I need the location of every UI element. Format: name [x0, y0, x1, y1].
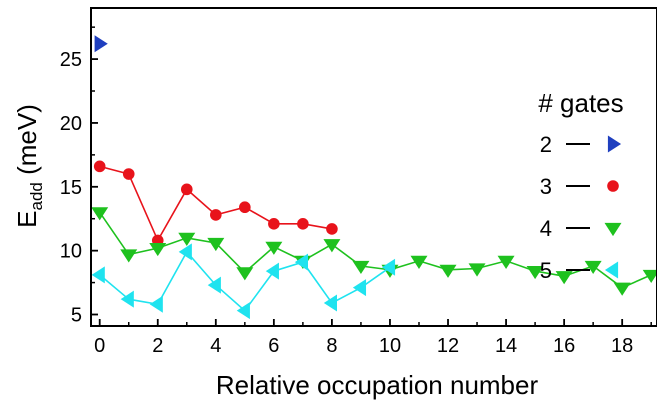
series-4-point-5 — [236, 267, 254, 281]
x-tick-label-10: 10 — [379, 335, 401, 357]
series-4-point-2 — [149, 242, 167, 257]
series-4-point-19 — [642, 269, 657, 283]
series-3-point-5 — [239, 201, 251, 214]
x-axis-title: Relative occupation number — [216, 370, 539, 400]
series-3-point-8 — [326, 223, 338, 235]
y-axis-title-unit: (meV) — [12, 104, 42, 182]
y-tick-label-5: 5 — [71, 305, 82, 327]
legend-marker-2 — [607, 135, 622, 153]
y-tick-label-10: 10 — [60, 241, 82, 263]
series-2-group — [94, 35, 108, 53]
series-5-point-0 — [91, 266, 105, 284]
series-5-point-9 — [352, 279, 367, 297]
series-4-point-12 — [439, 264, 457, 278]
series-3-point-7 — [297, 218, 309, 230]
x-tick-label-6: 6 — [268, 335, 279, 357]
plot-layer — [91, 35, 657, 320]
series-4-point-16 — [555, 271, 573, 285]
legend-marker-3 — [607, 180, 619, 192]
series-5-point-4 — [207, 276, 221, 294]
x-tick-label-0: 0 — [94, 335, 105, 357]
y-tick-label-20: 20 — [60, 113, 82, 135]
series-5-point-10 — [381, 258, 396, 276]
series-3-group — [93, 160, 338, 247]
legend-title: # gates — [538, 88, 623, 118]
series-5-group — [91, 243, 396, 320]
series-2-point-0 — [94, 35, 108, 53]
x-tick-label-4: 4 — [210, 335, 221, 357]
plot-frame — [90, 7, 657, 327]
series-3-point-3 — [180, 183, 193, 196]
x-tick-label-16: 16 — [553, 335, 575, 357]
series-5-point-3 — [178, 243, 192, 261]
series-3-point-4 — [210, 209, 222, 221]
y-tick-label-25: 25 — [60, 49, 82, 71]
legend-label-2: 2 — [540, 132, 552, 157]
series-4-point-6 — [265, 241, 283, 255]
y-axis-title-subscript: add — [27, 182, 46, 210]
series-5-point-7 — [294, 253, 308, 271]
legend-marker-4 — [604, 222, 622, 237]
x-tick-label-14: 14 — [495, 335, 517, 357]
legend-label-4: 4 — [540, 216, 552, 241]
legend-label-5: 5 — [540, 258, 552, 283]
series-3-point-6 — [268, 218, 280, 230]
series-4-point-17 — [584, 260, 602, 275]
series-5-line — [99, 250, 391, 312]
y-tick-label-15: 15 — [60, 177, 82, 199]
series-4-point-14 — [497, 255, 515, 269]
series-4-point-13 — [468, 263, 486, 277]
legend: 2 3 4 5 — [540, 132, 622, 283]
series-5-point-2 — [149, 295, 163, 313]
series-4-point-4 — [207, 237, 225, 252]
x-tick-label-2: 2 — [152, 335, 163, 357]
y-axis-title: Eadd (meV) — [12, 104, 46, 228]
x-tick-label-8: 8 — [326, 335, 337, 357]
series-4-point-0 — [91, 207, 109, 221]
series-5-point-1 — [120, 290, 134, 308]
series-4-point-11 — [410, 255, 428, 269]
series-4-point-8 — [323, 239, 341, 253]
x-tick-label-12: 12 — [437, 335, 459, 357]
series-4-group — [91, 207, 657, 296]
series-5-point-5 — [236, 302, 250, 320]
series-3-point-0 — [93, 160, 106, 173]
x-tick-label-18: 18 — [611, 335, 633, 357]
series-5-point-8 — [323, 294, 338, 312]
series-3-line — [99, 165, 333, 243]
series-4-point-1 — [120, 249, 138, 263]
series-4-point-3 — [178, 232, 196, 246]
series-4-point-15 — [526, 265, 544, 280]
series-4-point-18 — [613, 282, 631, 296]
legend-label-3: 3 — [540, 174, 552, 199]
series-3-point-1 — [122, 168, 135, 180]
series-4-point-9 — [352, 260, 370, 275]
y-axis-title-main: E — [12, 211, 42, 228]
series-5-point-6 — [265, 262, 279, 280]
legend-marker-5 — [604, 261, 619, 279]
